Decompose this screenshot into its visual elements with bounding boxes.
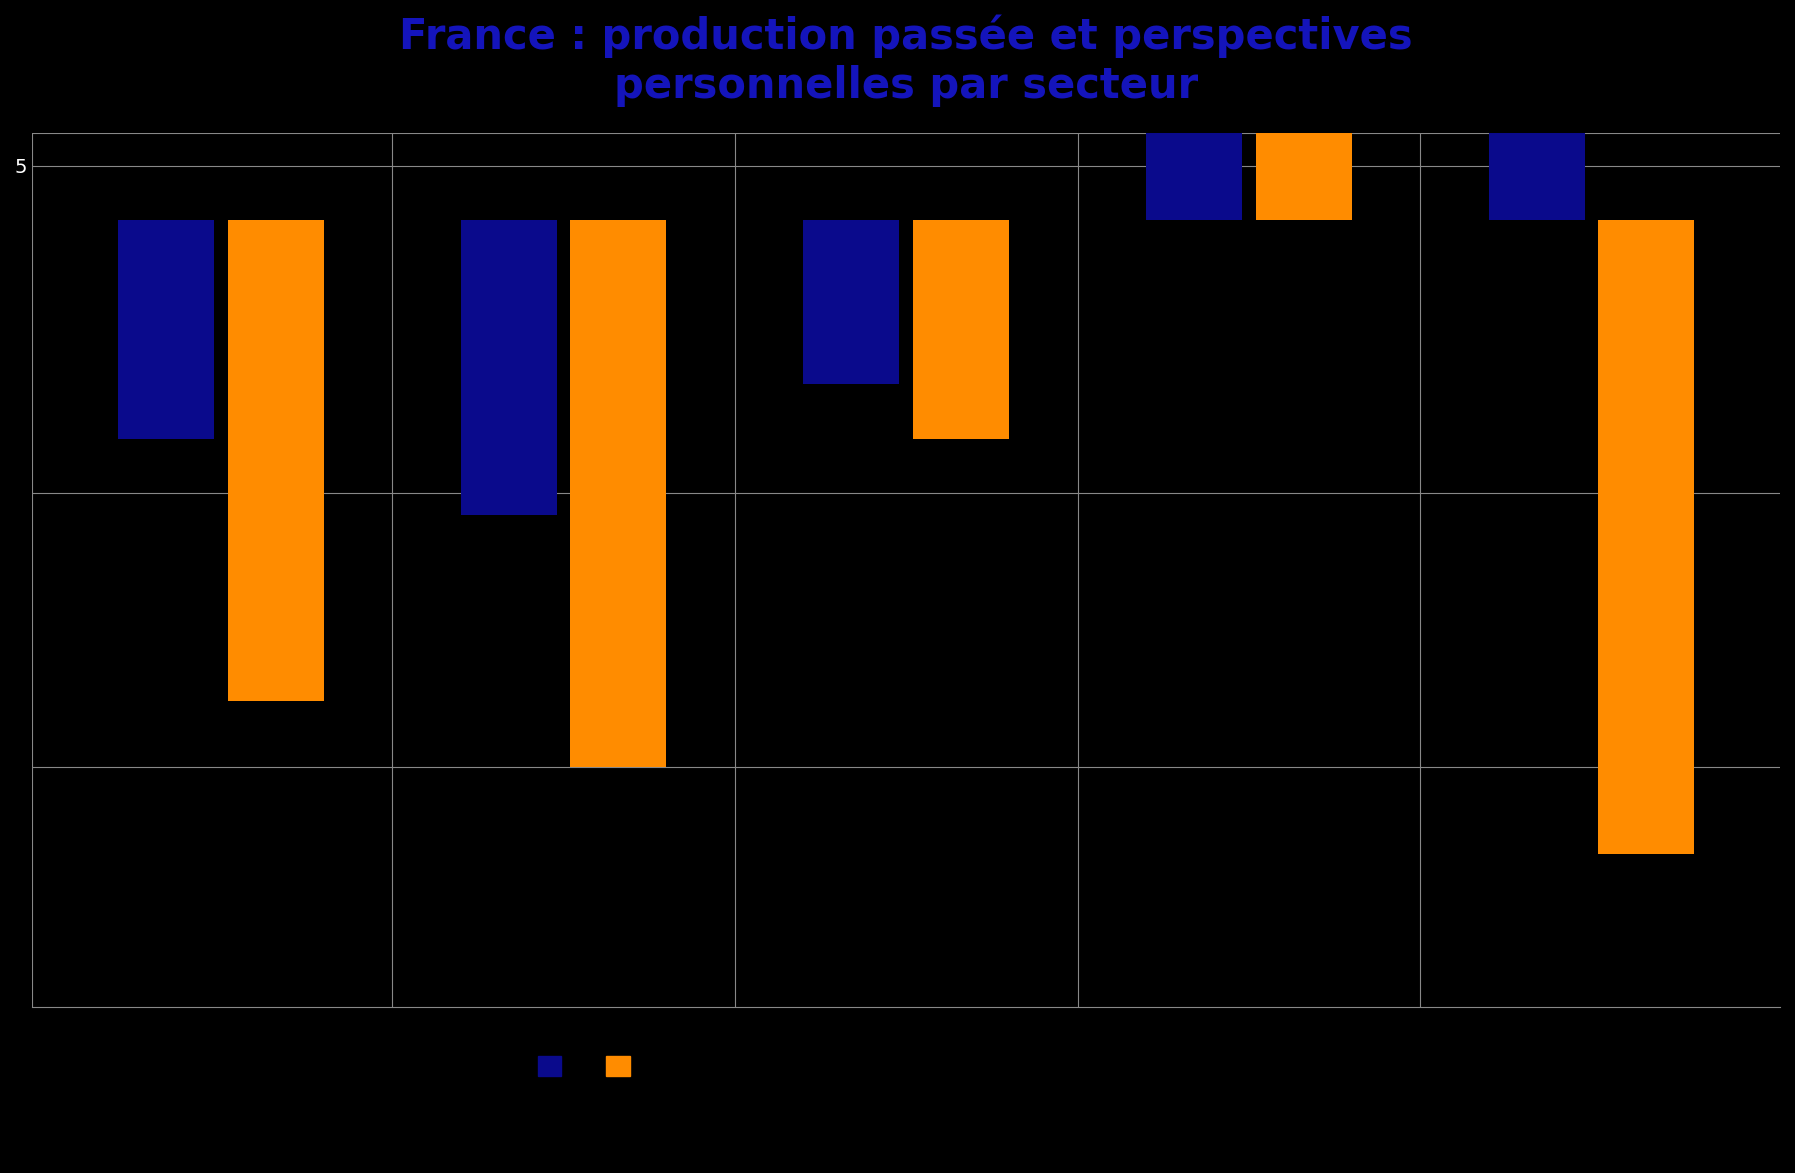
Bar: [461, 221, 556, 515]
Title: France : production passée et perspectives
personnelles par secteur: France : production passée et perspectiv…: [398, 15, 1413, 107]
Bar: [914, 221, 1009, 439]
Bar: [1598, 221, 1694, 854]
Bar: [571, 221, 666, 767]
Bar: [1256, 133, 1352, 221]
Bar: [1488, 23, 1585, 221]
Bar: [804, 221, 899, 384]
Bar: [118, 221, 214, 439]
Bar: [1145, 0, 1242, 221]
Bar: [228, 221, 323, 701]
Legend: , : ,: [530, 1049, 653, 1085]
